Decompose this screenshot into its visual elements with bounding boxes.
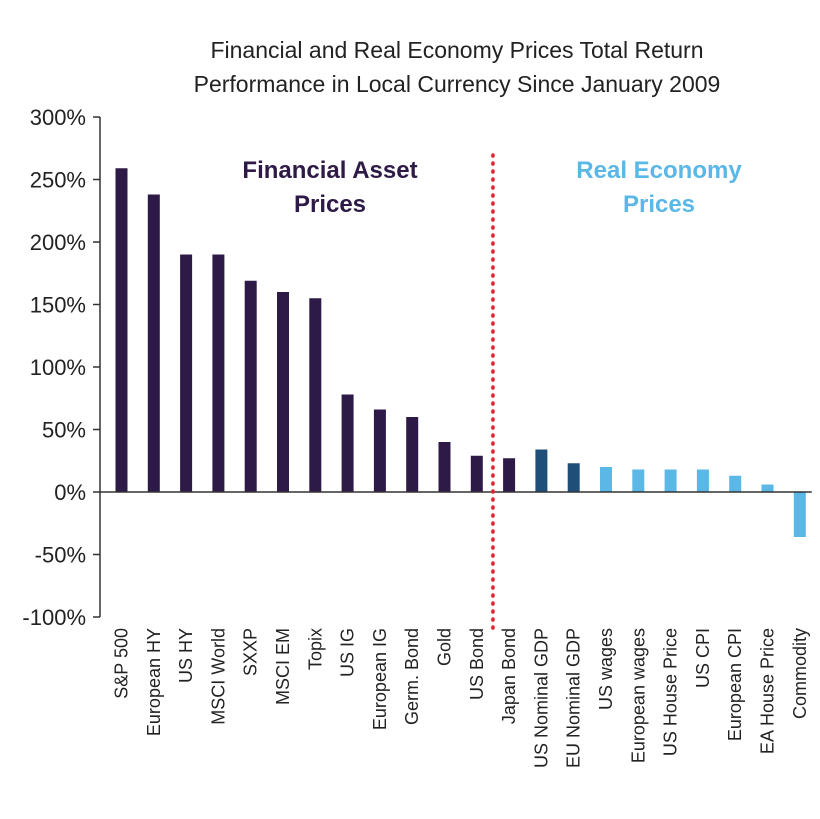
y-tick-label: 150% — [30, 293, 86, 318]
y-tick-label: -50% — [35, 543, 86, 568]
chart-title-line-1: Financial and Real Economy Prices Total … — [210, 37, 703, 63]
x-tick-label: EU Nominal GDP — [564, 628, 584, 768]
bar — [212, 254, 225, 492]
x-tick-label: European HY — [144, 628, 164, 736]
x-tick-label: US HY — [176, 628, 196, 683]
x-tick-label: Topix — [305, 628, 325, 670]
x-tick-label: US House Price — [661, 628, 681, 756]
bar — [729, 475, 742, 492]
x-tick-label: US Bond — [467, 628, 487, 700]
bar — [373, 409, 386, 492]
bar — [600, 467, 612, 492]
x-tick-label: European IG — [370, 628, 390, 730]
x-tick-label: Gold — [435, 628, 455, 666]
x-tick-label: European wages — [628, 628, 648, 763]
x-tick-label: European CPI — [725, 628, 745, 741]
x-tick-label: Germ. Bond — [402, 628, 422, 725]
bar — [632, 469, 645, 492]
x-tick-label: Commodity — [790, 628, 810, 719]
bar — [793, 492, 806, 537]
bar — [341, 394, 354, 492]
y-tick-label: 100% — [30, 355, 86, 380]
bar — [406, 417, 419, 492]
x-tick-label: MSCI EM — [273, 628, 293, 705]
chart-title-line-2: Performance in Local Currency Since Janu… — [194, 71, 721, 97]
bar — [535, 449, 548, 492]
real-label-line-2: Prices — [623, 191, 695, 218]
financial-label-line-1: Financial Asset — [242, 157, 417, 184]
y-tick-label: 200% — [30, 230, 86, 255]
y-axis: 300% 250% 200% 150% 100% 50% 0% -50% -100% — [22, 105, 101, 630]
real-economy-prices-label: Real Economy Prices — [576, 157, 742, 218]
bar — [309, 298, 322, 492]
bar — [438, 442, 451, 492]
x-tick-label: EA House Price — [758, 628, 778, 754]
y-tick-label: 250% — [30, 168, 86, 193]
y-tick-label: 0% — [54, 480, 86, 505]
bar — [244, 280, 257, 492]
chart-title: Financial and Real Economy Prices Total … — [194, 37, 721, 97]
financial-label-line-2: Prices — [294, 191, 366, 218]
y-tick-label: 300% — [30, 105, 86, 130]
bar — [115, 168, 128, 492]
y-tick-label: 50% — [42, 418, 86, 443]
real-label-line-1: Real Economy — [576, 157, 742, 184]
x-tick-label: US CPI — [693, 628, 713, 688]
bar — [147, 194, 160, 492]
bar — [180, 254, 193, 492]
x-tick-label: MSCI World — [208, 628, 228, 725]
y-tick-label: -100% — [22, 605, 86, 630]
x-tick-label: US wages — [596, 628, 616, 710]
bar — [470, 455, 483, 492]
x-tick-label: US IG — [338, 628, 358, 677]
bar — [761, 484, 774, 492]
x-tick-label: S&P 500 — [112, 628, 132, 699]
financial-asset-prices-label: Financial Asset Prices — [242, 157, 417, 218]
bar — [696, 469, 709, 492]
x-axis: S&P 500 European HY US HY MSCI World SXXP MSC… — [100, 491, 812, 768]
bar — [503, 458, 516, 492]
bar — [277, 292, 289, 492]
x-tick-label: SXXP — [241, 628, 261, 676]
bars — [115, 168, 806, 537]
bar — [664, 469, 677, 492]
x-tick-label: US Nominal GDP — [531, 628, 551, 768]
bar — [567, 463, 580, 492]
x-tick-label: Japan Bond — [499, 628, 519, 724]
